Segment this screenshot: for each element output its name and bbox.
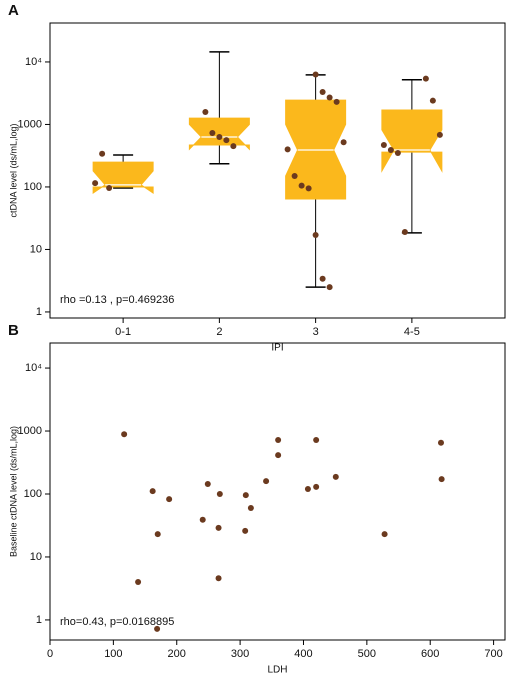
x-axis-label: IPI [271,343,283,354]
point [312,232,319,239]
x-tick-label: 500 [358,648,376,660]
point [215,524,222,531]
point [106,185,113,192]
x-tick-label: 0 [47,648,53,660]
point [313,437,320,444]
point [99,150,106,157]
plot-frame [49,342,506,641]
point [166,496,173,503]
point [121,431,128,438]
point [333,98,340,105]
y-tick-label: 10 [30,551,42,563]
y-tick-label: 10⁴ [25,362,42,374]
point [275,452,282,459]
y-tick-label: 10 [30,243,42,255]
point [326,284,333,291]
y-tick-label: 10⁴ [25,56,42,68]
point [380,141,387,148]
x-axis-label: LDH [267,665,287,676]
y-tick-label: 1 [36,614,42,626]
point [381,531,388,538]
point [326,94,333,101]
plot-frame [49,22,506,319]
y-axis-label: ctDNA level (ds/mL,log) [8,123,18,217]
point [304,486,311,493]
point [298,182,305,189]
point [92,180,99,187]
point [340,139,347,146]
x-tick-label: 400 [294,648,312,660]
point [223,137,230,144]
box [381,109,443,173]
point [154,531,161,538]
x-tick-label: 200 [168,648,186,660]
y-axis-label: Baseline ctDNA level (ds/mL,log) [8,426,18,557]
point [394,149,401,156]
point [332,473,339,480]
point [149,488,156,495]
point [401,229,408,236]
annotation: rho=0.43, p=0.0168895 [60,616,174,628]
point [437,439,444,446]
point [247,504,254,511]
point [312,71,319,78]
x-tick-label: 2 [216,326,222,338]
point [135,579,142,586]
y-tick-label: 100 [24,181,42,193]
x-tick-label: 4-5 [404,326,420,338]
point [319,275,326,282]
point [204,481,211,488]
x-tick-label: 600 [421,648,439,660]
point [313,483,320,490]
point [387,147,394,154]
x-tick-label: 700 [484,648,502,660]
point [242,527,249,534]
point [230,143,237,150]
point [429,97,436,104]
point [202,109,209,116]
x-tick-label: 300 [231,648,249,660]
point [422,75,429,82]
x-tick-label: 100 [104,648,122,660]
point [209,129,216,136]
y-tick-label: 1 [36,306,42,318]
point [263,478,270,485]
point [154,625,161,632]
point [438,476,445,483]
point [436,131,443,138]
point [305,185,312,192]
point [215,575,222,582]
x-tick-label: 0-1 [115,326,131,338]
x-tick-label: 3 [313,326,319,338]
panel-label: A [8,2,19,19]
annotation: rho =0.13 , p=0.469236 [60,294,174,306]
y-tick-label: 1000 [18,118,42,130]
point [291,172,298,179]
point [319,89,326,96]
panel-label: B [8,322,19,339]
point [284,146,291,153]
point [275,437,282,444]
point [216,490,223,497]
y-tick-label: 100 [24,488,42,500]
box [188,117,250,151]
point [242,492,249,499]
point [216,133,223,140]
point [199,516,206,523]
y-tick-label: 1000 [18,425,42,437]
